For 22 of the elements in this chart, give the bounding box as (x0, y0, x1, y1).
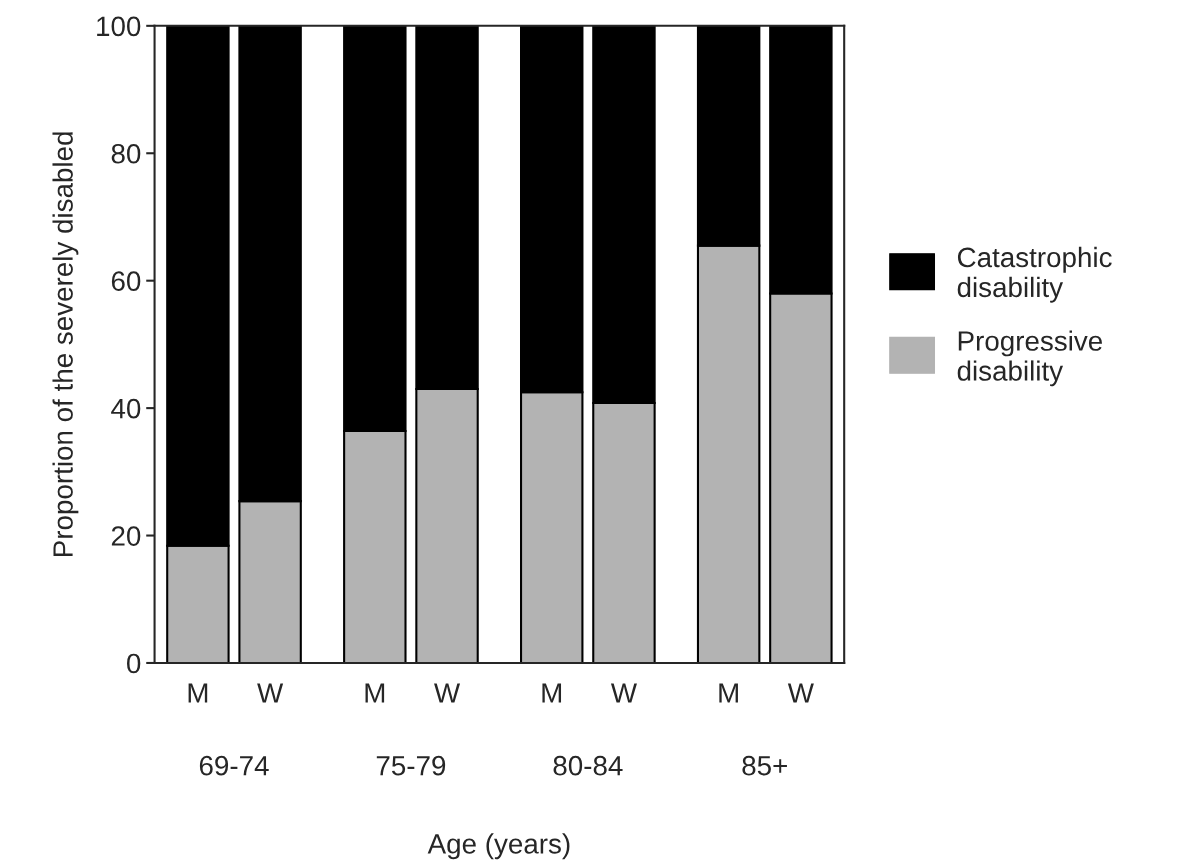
text: 75-79 (376, 755, 446, 776)
x-axis-title: Age (years) (427, 833, 570, 860)
y-tick-label: 20 (111, 526, 141, 546)
text: 80-84 (553, 755, 623, 776)
x-tick-label: M (719, 683, 738, 703)
x-tick-label: W (787, 683, 814, 703)
y-axis-title: Proportion of the severely disabled (52, 132, 79, 556)
y-tick-label: 100 (97, 16, 141, 37)
x-tick-label: M (188, 683, 208, 703)
x-tick-label: W (610, 683, 637, 703)
y-tick-label: 80 (111, 143, 141, 164)
x-tick-label: W (434, 683, 461, 703)
y-tick-label: 0 (127, 653, 141, 674)
x-tick-label: M (542, 683, 562, 703)
legend-label: Catastrophic disability (957, 246, 1112, 303)
y-tick-label: 60 (111, 271, 141, 292)
x-tick-label: M (365, 683, 385, 703)
x-tick-label: W (257, 683, 284, 703)
text: 69-74 (199, 755, 269, 776)
text: 85+ (742, 755, 787, 776)
y-tick-label: 40 (111, 398, 141, 419)
legend-label: Progressive disability (957, 330, 1102, 387)
